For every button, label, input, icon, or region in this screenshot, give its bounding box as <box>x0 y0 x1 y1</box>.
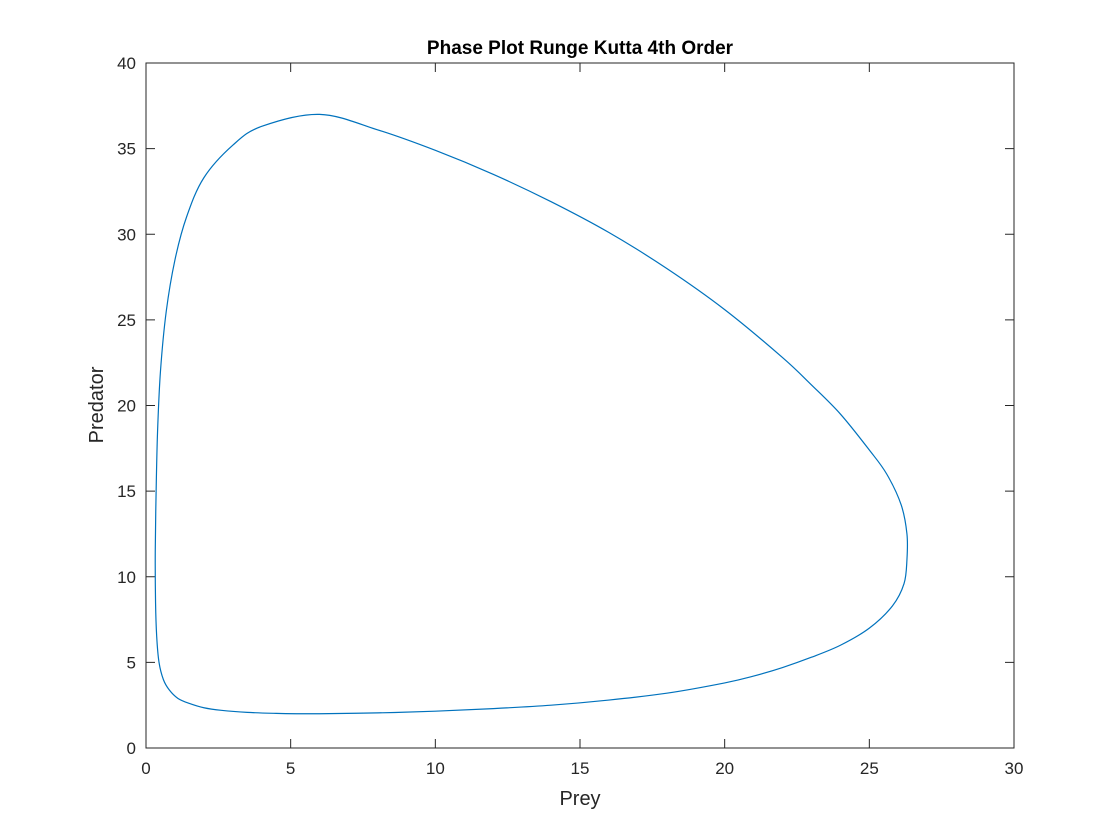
x-tick-label: 0 <box>141 759 150 778</box>
y-tick-label: 20 <box>117 397 136 416</box>
x-tick-label: 20 <box>715 759 734 778</box>
y-tick-label: 0 <box>127 739 136 758</box>
y-tick-label: 30 <box>117 225 136 244</box>
x-tick-label: 10 <box>426 759 445 778</box>
y-tick-label: 40 <box>117 54 136 73</box>
line-layer <box>154 113 909 715</box>
x-axis-label: Prey <box>559 788 600 810</box>
chart-title: Phase Plot Runge Kutta 4th Order <box>427 38 734 59</box>
x-tick-label: 5 <box>286 759 295 778</box>
ticks-layer: 0 5 10 15 20 25 30 0 5 10 15 20 25 30 35 40 <box>117 54 1023 778</box>
x-tick-label: 30 <box>1005 759 1024 778</box>
axes-box <box>145 62 1015 749</box>
y-tick-label: 10 <box>117 568 136 587</box>
series-line <box>154 113 909 715</box>
y-tick-label: 15 <box>117 482 136 501</box>
x-tick-label: 15 <box>571 759 590 778</box>
y-tick-label: 25 <box>117 311 136 330</box>
y-tick-label: 35 <box>117 140 136 159</box>
y-axis-label: Predator <box>86 366 108 443</box>
y-tick-label: 5 <box>127 653 136 672</box>
x-tick-label: 25 <box>860 759 879 778</box>
